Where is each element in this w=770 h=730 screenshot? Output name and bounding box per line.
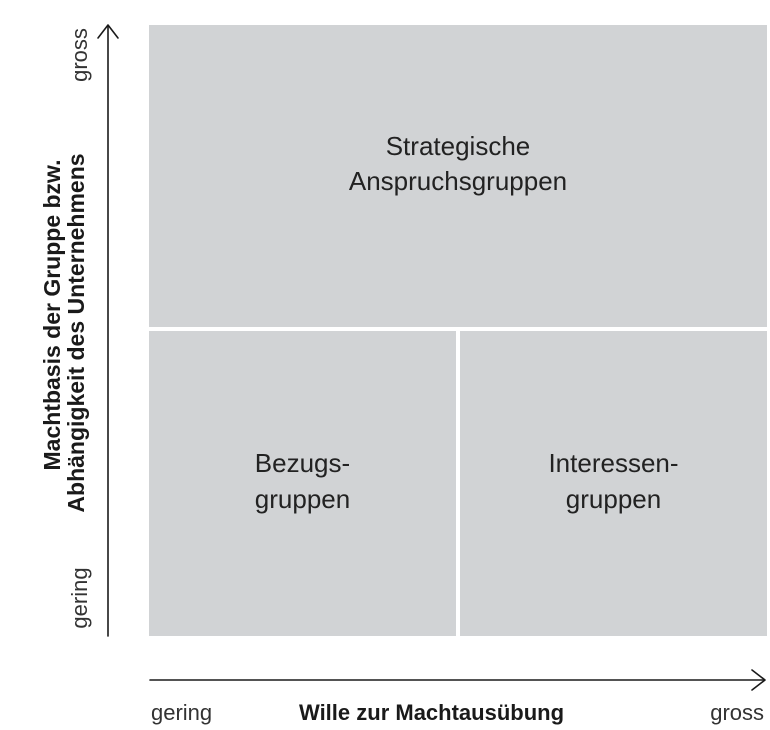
quadrant-label: Bezugs- gruppen — [255, 446, 350, 517]
quadrant-label-line1: Interessen- — [548, 448, 679, 479]
quadrant-bezugsgruppen: Bezugs- gruppen — [149, 331, 456, 636]
quadrant-label-line2: gruppen — [565, 483, 662, 514]
x-axis-arrow — [149, 669, 766, 691]
y-axis-low-label: gering — [67, 567, 92, 629]
quadrant-label-line1: Strategische — [385, 130, 531, 161]
quadrant-label-line2: gruppen — [254, 483, 351, 514]
quadrant-interessengruppen: Interessen- gruppen — [460, 331, 767, 636]
x-axis-high-label: gross — [710, 700, 764, 725]
quadrant-label-line2: Anspruchsgruppen — [348, 166, 568, 196]
quadrant-label: Strategische Anspruchsgruppen — [349, 129, 567, 200]
quadrant-label-line1: Bezugs- — [254, 448, 351, 479]
quadrant-label: Interessen- gruppen — [548, 446, 678, 517]
x-axis-low-label: gering — [151, 700, 213, 725]
y-axis-arrow — [97, 24, 119, 637]
x-axis-title: Wille zur Machtausübung — [299, 700, 565, 725]
y-axis-high-label: gross — [67, 28, 92, 82]
quadrant-strategische-anspruchsgruppen: Strategische Anspruchsgruppen — [149, 25, 767, 327]
